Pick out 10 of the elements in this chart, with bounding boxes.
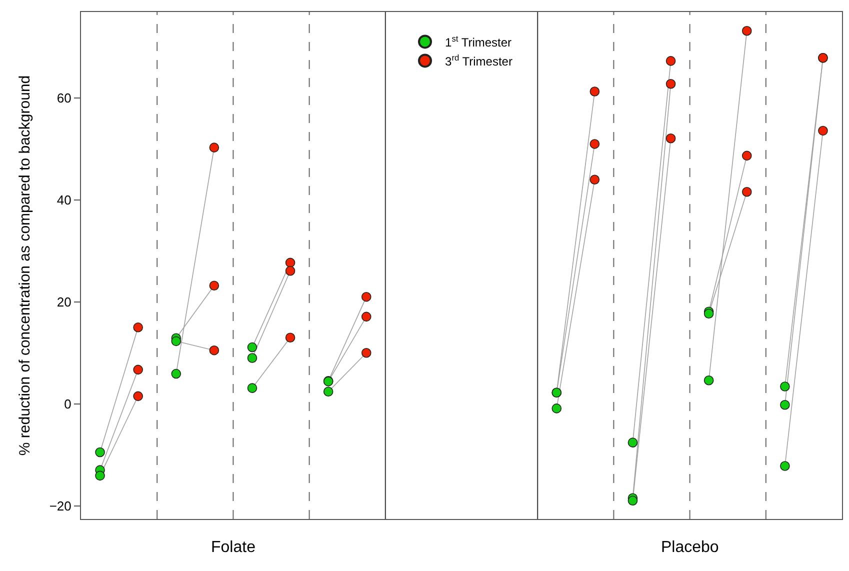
y-tick-label: 60 — [56, 90, 72, 106]
y-tick-label: 40 — [56, 192, 72, 208]
legend-label: 1$^{st}$ Trimester — [445, 33, 512, 50]
y-axis-title: % reduction of concentration as compared to background — [16, 75, 34, 456]
legend-label: 3$^{rd}$ Trimester — [445, 52, 512, 68]
y-tick-label: 20 — [56, 294, 72, 310]
text: Placebo — [661, 539, 719, 556]
y-tick-label: −20 — [49, 498, 72, 514]
y-tick-label: 0 — [64, 396, 72, 412]
text: Folate — [211, 539, 256, 556]
